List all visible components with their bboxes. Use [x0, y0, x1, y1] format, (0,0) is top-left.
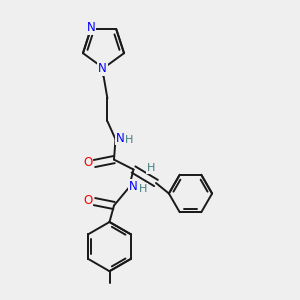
Text: H: H: [147, 163, 156, 173]
Text: O: O: [83, 194, 92, 207]
Text: N: N: [86, 21, 95, 34]
Text: N: N: [116, 131, 124, 145]
Text: O: O: [83, 156, 92, 169]
Text: N: N: [129, 180, 138, 193]
Text: H: H: [139, 184, 147, 194]
Text: N: N: [98, 61, 107, 75]
Text: H: H: [125, 135, 133, 145]
